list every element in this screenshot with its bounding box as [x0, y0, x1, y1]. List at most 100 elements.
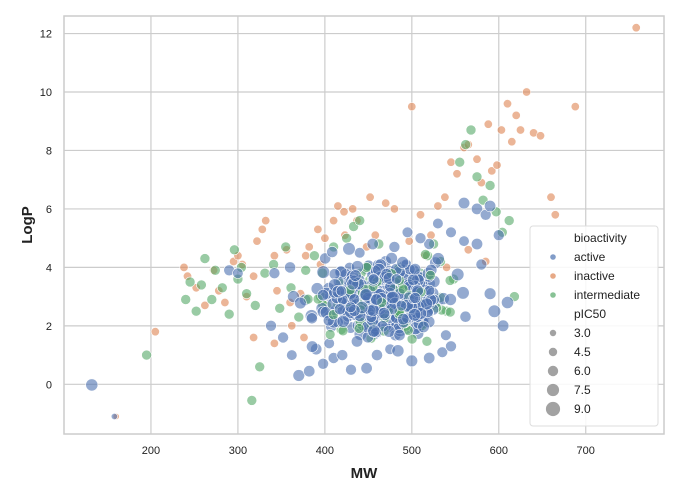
x-tick-label: 200: [142, 445, 160, 457]
scatter-point: [497, 319, 510, 332]
scatter-point: [350, 335, 363, 348]
scatter-point: [407, 308, 422, 322]
y-tick-label: 12: [40, 29, 52, 41]
scatter-point: [431, 252, 445, 266]
scatter-point: [452, 169, 462, 179]
scatter-point: [349, 269, 362, 282]
y-tick-label: 10: [40, 87, 52, 99]
legend-size-label: 3.0: [574, 326, 591, 340]
scatter-point: [179, 262, 189, 272]
scatter-point: [348, 204, 358, 214]
scatter-point: [535, 131, 545, 141]
scatter-point: [305, 312, 318, 325]
scatter-point: [444, 293, 457, 306]
scatter-point: [401, 226, 414, 239]
scatter-point: [397, 313, 410, 326]
legend-label-inactive: inactive: [574, 269, 615, 283]
y-tick-label: 0: [46, 379, 52, 391]
scatter-point: [287, 321, 297, 331]
scatter-point: [420, 297, 434, 311]
scatter-point: [328, 268, 341, 280]
scatter-point: [420, 249, 431, 260]
scatter-point: [465, 124, 477, 136]
scatter-point: [199, 253, 211, 264]
scatter-point: [335, 285, 348, 297]
scatter-point: [382, 324, 396, 338]
scatter-point: [367, 324, 381, 338]
legend-size-title: pIC50: [574, 307, 606, 321]
scatter-point: [301, 251, 311, 261]
scatter-point: [229, 244, 240, 256]
scatter-point: [241, 288, 252, 300]
legend-marker-intermediate: [550, 292, 556, 298]
scatter-point: [503, 215, 515, 226]
scatter-point: [440, 329, 452, 341]
scatter-point: [409, 292, 422, 304]
scatter-point: [550, 210, 560, 220]
scatter-point: [365, 192, 375, 202]
x-tick-label: 700: [577, 445, 595, 457]
scatter-point: [336, 314, 350, 328]
scatter-point: [487, 166, 497, 176]
scatter-point: [433, 201, 443, 211]
scatter-point: [339, 207, 349, 217]
scatter-point: [502, 99, 512, 109]
legend-marker-inactive: [550, 273, 556, 279]
scatter-point: [360, 362, 373, 375]
scatter-point: [323, 337, 335, 350]
scatter-point: [280, 241, 292, 253]
legend-size-label: 9.0: [574, 402, 591, 416]
scatter-point: [407, 102, 417, 112]
scatter-point: [366, 238, 379, 251]
scatter-point: [246, 395, 258, 406]
scatter-point: [252, 236, 262, 246]
scatter-point: [442, 262, 452, 272]
scatter-point: [377, 307, 391, 320]
scatter-point: [492, 229, 505, 241]
scatter-point: [421, 335, 433, 347]
x-tick-label: 400: [316, 445, 334, 457]
scatter-point: [200, 300, 210, 310]
scatter-point: [470, 202, 483, 215]
scatter-point: [492, 160, 502, 170]
scatter-point: [475, 258, 488, 271]
legend: bioactivity active inactive intermediate pIC…: [529, 225, 659, 427]
scatter-point: [454, 156, 466, 168]
scatter-point: [414, 232, 427, 244]
scatter-point: [501, 296, 514, 309]
scatter-point: [259, 267, 271, 279]
data-points: [85, 23, 641, 420]
scatter-point: [249, 332, 259, 342]
legend-size-marker: [549, 329, 557, 337]
scatter-point: [404, 236, 414, 246]
tick-labels: 200 300 400 500 600 700 0 2 4 6 8 10 12: [40, 29, 595, 457]
scatter-point: [515, 125, 525, 135]
scatter-point: [286, 349, 298, 361]
scatter-point: [316, 265, 330, 279]
scatter-point: [459, 310, 472, 323]
scatter-point: [294, 296, 307, 310]
x-tick-label: 600: [490, 445, 508, 457]
y-tick-label: 4: [46, 262, 52, 274]
scatter-point: [432, 217, 444, 230]
scatter-point: [366, 303, 380, 317]
scatter-point: [269, 338, 279, 348]
scatter-point: [444, 306, 456, 318]
scatter-point: [277, 331, 289, 344]
scatter-point: [333, 303, 346, 316]
scatter-point: [395, 299, 408, 312]
scatter-point: [303, 365, 316, 378]
scatter-point: [299, 332, 309, 342]
scatter-point: [250, 300, 261, 311]
scatter-point: [196, 279, 207, 291]
legend-size-marker: [548, 347, 558, 357]
scatter-point: [257, 224, 267, 234]
scatter-point: [460, 139, 472, 150]
legend-label-active: active: [574, 250, 606, 264]
scatter-point: [220, 297, 230, 307]
legend-size-marker: [547, 365, 559, 377]
scatter-point: [417, 320, 430, 334]
scatter-point: [396, 256, 410, 269]
scatter-point: [483, 287, 497, 300]
legend-size-marker: [545, 401, 561, 417]
